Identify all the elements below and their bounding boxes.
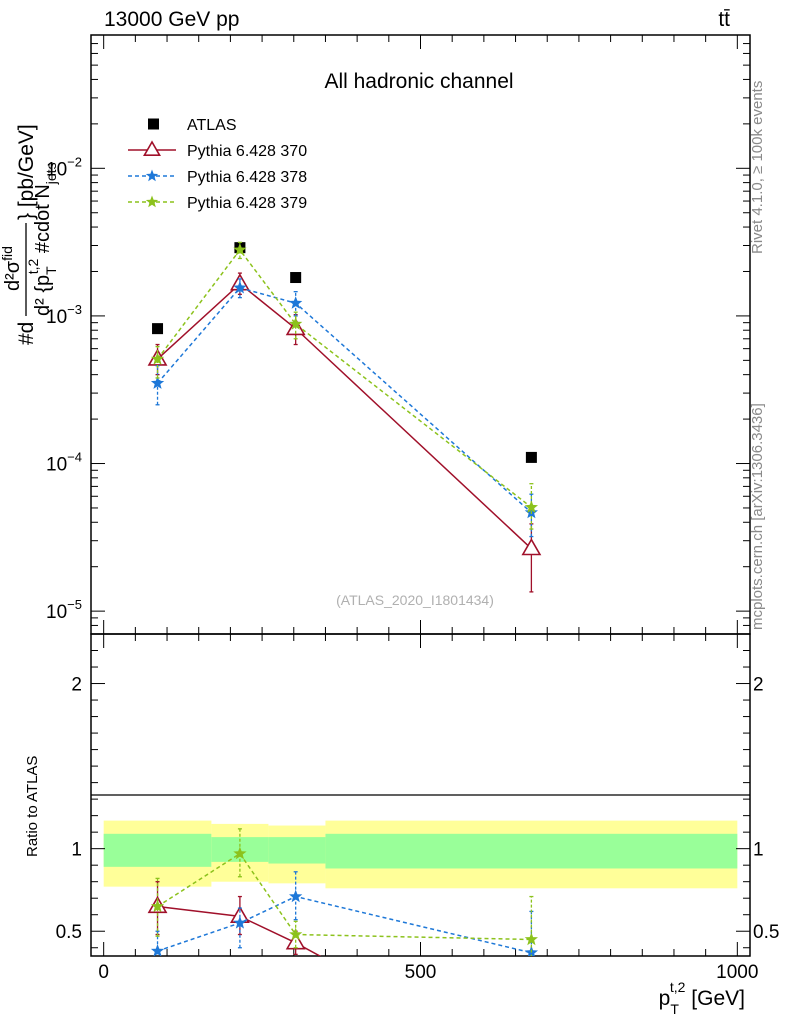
ratio-y-tick-label-left: 0.5 xyxy=(56,922,82,943)
legend-star xyxy=(145,169,159,182)
point-star xyxy=(233,280,247,294)
ylabel-denominator: d² {pTt,2 #cdot Njets xyxy=(25,162,59,316)
atlas-point xyxy=(290,272,302,284)
x-tick-label: 500 xyxy=(405,962,437,983)
point-star xyxy=(150,899,165,913)
series-line xyxy=(156,286,532,514)
main-y-tick-label: 10−4 xyxy=(46,450,82,476)
legend-item-1: Pythia 6.428 370 xyxy=(128,140,307,160)
point-star xyxy=(289,927,303,941)
point-star xyxy=(150,376,165,389)
ratio-y-tick-label-right: 0.5 xyxy=(753,922,779,943)
point-star xyxy=(289,889,303,903)
ratio-y-tick-label-left: 2 xyxy=(71,675,82,696)
series-line xyxy=(157,282,532,550)
series-2 xyxy=(150,278,538,538)
x-axis-title: pTt,2 [GeV] xyxy=(659,979,745,1017)
main-y-axis-title: #d d²σfid d² {pTt,2 #cdot Njets } [pb/Ge… xyxy=(0,124,59,345)
ratio-uncertainty-bands xyxy=(103,820,738,889)
band-green-2 xyxy=(268,837,326,864)
legend-item-3: Pythia 6.428 379 xyxy=(128,195,307,212)
legend-star xyxy=(145,195,159,208)
main-y-tick-label: 10−2 xyxy=(46,154,82,180)
series-line xyxy=(156,248,532,508)
ylabel-numerator: d²σfid xyxy=(0,246,24,291)
x-tick-labels: 0 500 1000 xyxy=(98,962,758,983)
rivet-label: Rivet 4.1.0, ≥ 100k events xyxy=(749,81,766,254)
series-3 xyxy=(150,241,538,530)
point-star xyxy=(289,317,303,330)
legend: ATLAS Pythia 6.428 370 Pythia 6.428 378 Pyt… xyxy=(128,117,307,212)
point-star xyxy=(233,916,247,929)
point-star xyxy=(289,296,303,309)
header-energy: 13000 GeV pp xyxy=(104,8,239,31)
legend-item-0: ATLAS xyxy=(148,117,237,134)
main-y-tick-labels: 10−5 10−4 10−3 10−2 xyxy=(46,154,82,623)
point-star xyxy=(150,352,165,365)
ratio-y-tick-label-left: 1 xyxy=(71,840,82,861)
legend-label: ATLAS xyxy=(187,117,237,134)
point-star xyxy=(150,944,165,956)
chart-title: All hadronic channel xyxy=(324,70,513,93)
analysis-watermark: (ATLAS_2020_I1801434) xyxy=(336,592,494,608)
main-y-tick-label: 10−5 xyxy=(46,597,82,623)
series-line xyxy=(157,905,322,956)
ratio-plot-data xyxy=(147,828,538,956)
series-line xyxy=(157,895,532,954)
main-y-tick-label: 10−3 xyxy=(46,302,82,328)
ratio-y-tick-label-right: 1 xyxy=(753,840,764,861)
ratio-y-axis-title: Ratio to ATLAS xyxy=(24,756,41,857)
point-star xyxy=(524,932,538,946)
legend-label: Pythia 6.428 379 xyxy=(187,195,307,212)
ratio-y-tick-label-right: 2 xyxy=(753,675,764,696)
main-plot-data xyxy=(147,241,542,593)
series-1 xyxy=(147,272,542,593)
point-triangle xyxy=(521,538,542,556)
band-green-3 xyxy=(325,833,738,869)
axis-ticks xyxy=(91,34,750,956)
mcplots-label: mcplots.cern.ch [arXiv:1306.3436] xyxy=(749,403,766,630)
legend-atlas-marker xyxy=(148,118,159,130)
legend-label: Pythia 6.428 378 xyxy=(187,169,307,186)
ylabel-prefix: #d xyxy=(15,322,38,345)
legend-item-2: Pythia 6.428 378 xyxy=(128,169,307,186)
series-1 xyxy=(150,871,538,956)
point-star xyxy=(233,846,247,860)
ylabel-units: } [pb/GeV] xyxy=(15,124,38,220)
legend-label: Pythia 6.428 370 xyxy=(187,143,307,160)
legend-triangle xyxy=(143,140,161,156)
ratio-y-tick-labels: 0.5 0.5 1 1 2 2 xyxy=(56,675,780,944)
point-star xyxy=(524,500,538,513)
band-green-0 xyxy=(103,833,212,867)
x-tick-label: 0 xyxy=(98,962,109,983)
point-star xyxy=(233,242,247,256)
x-tick-label: 1000 xyxy=(716,962,758,983)
atlas-point xyxy=(152,323,164,335)
header-process: tt̄ xyxy=(718,8,730,31)
atlas-point xyxy=(525,451,537,463)
series-2 xyxy=(150,828,538,956)
